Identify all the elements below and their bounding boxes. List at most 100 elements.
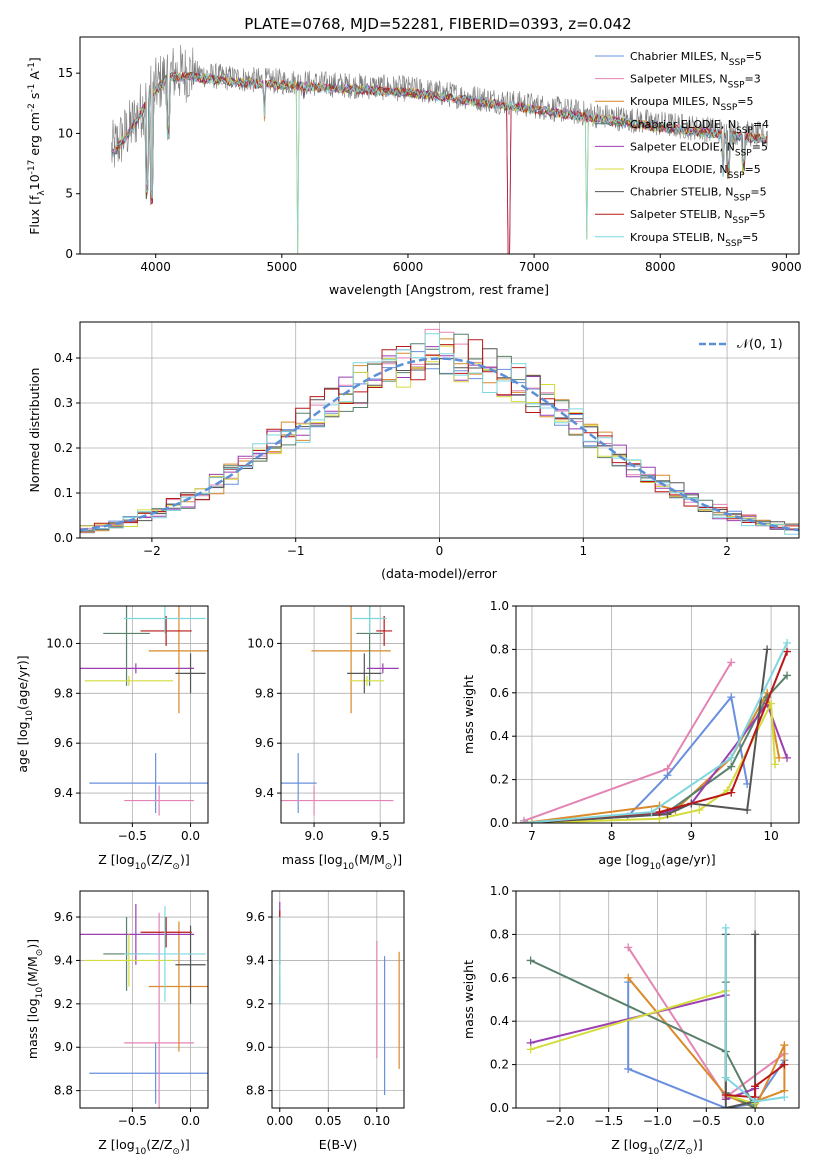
x-tick-label: −2.0 — [545, 1114, 574, 1128]
model-spectrum-line — [111, 72, 768, 204]
legend-entry-part: SSP — [725, 239, 742, 249]
y-axis-label-part: 10 — [27, 174, 42, 190]
x-tick-label: 0.00 — [266, 1114, 293, 1128]
x-tick-label: 6000 — [393, 260, 424, 274]
x-axis-label: age [log10(age/yr)] — [598, 852, 715, 872]
legend-entry-part: Chabrier STELIB, N — [630, 186, 734, 199]
weight-point-marker — [695, 805, 704, 814]
x-axis-label-part: (Z/Z — [146, 1137, 172, 1152]
legend-entry-part: Chabrier MILES, N — [630, 50, 729, 63]
axes-frame — [79, 36, 800, 255]
y-tick-label: 10.0 — [247, 636, 274, 650]
x-axis-label-part: (age/yr)] — [661, 852, 716, 867]
model-spectrum-line — [111, 71, 768, 202]
legend-entry-part: Salpeter ELODIE, N — [630, 140, 735, 153]
plot-area — [272, 891, 404, 1108]
x-axis-label: wavelength [Angstrom, rest frame] — [329, 282, 549, 297]
x-axis-label-part: (Z/Z — [146, 852, 172, 867]
y-tick-label: 8.8 — [54, 1084, 73, 1098]
weight-point-marker — [721, 1090, 730, 1099]
x-tick-label: 8 — [608, 829, 616, 843]
legend-entry-part: SSP — [735, 148, 752, 158]
y-tick-label: 9.0 — [54, 1040, 73, 1054]
y-tick-label: 9.6 — [54, 910, 73, 924]
y-tick-label: 9.2 — [54, 997, 73, 1011]
y-tick-label: 1.0 — [490, 884, 509, 898]
x-axis-label: (data-model)/error — [381, 566, 498, 581]
y-tick-label: 15 — [58, 66, 73, 80]
model-spectrum-line — [111, 71, 768, 254]
weight-point-marker — [624, 973, 633, 982]
x-tick-label: −1 — [287, 544, 305, 558]
x-tick-label: 9 — [688, 829, 696, 843]
y-tick-label: 0.0 — [490, 1101, 509, 1115]
legend-entry-part: Kroupa MILES, N — [630, 95, 720, 108]
y-axis-label: age [log10(age/yr)] — [15, 655, 35, 772]
legend-entry-part: Kroupa STELIB, N — [630, 231, 725, 244]
y-tick-label: 0.6 — [490, 971, 509, 985]
y-axis-label-part: s — [27, 93, 42, 104]
y-axis-label: mass weight — [461, 960, 476, 1039]
y-tick-label: 8.8 — [246, 1084, 265, 1098]
weight-point-marker — [647, 808, 656, 817]
y-axis-label: mass weight — [461, 675, 476, 754]
weight-point-marker — [527, 819, 536, 823]
y-axis-label-part: (age/yr)] — [15, 655, 30, 710]
x-axis-label-part: mass [log — [282, 852, 343, 867]
y-axis-label-part: λ — [37, 190, 47, 196]
x-axis-label-part: )] — [180, 852, 190, 867]
legend-entry-part: SSP — [736, 126, 753, 136]
weight-point-marker — [775, 753, 784, 762]
legend-entry: Salpeter STELIB, NSSP=5 — [630, 208, 766, 226]
x-axis-label-part: ⊙ — [172, 1147, 180, 1157]
weight-point-marker — [721, 1073, 730, 1082]
legend-entry-part: =5 — [752, 140, 768, 153]
y-tick-label: 0.2 — [490, 773, 509, 787]
x-axis-label-part: )] — [693, 1137, 703, 1152]
weight-point-marker — [655, 808, 664, 817]
legend-entry-part: Salpeter MILES, N — [630, 73, 728, 86]
legend-entry: Chabrier ELODIE, NSSP=4 — [630, 118, 769, 136]
x-tick-label: 9.0 — [305, 829, 324, 843]
figure-title: PLATE=0768, MJD=52281, FIBERID=0393, z=0… — [244, 15, 631, 33]
y-axis-label-part: 10 — [25, 710, 35, 722]
x-axis-label-part: Z [log — [98, 1137, 134, 1152]
x-axis-label-part: 10 — [135, 1147, 147, 1157]
y-axis-label-part: mass [log — [25, 998, 40, 1059]
y-axis-label: mass [log10(M/M⊙)] — [25, 939, 45, 1059]
x-axis-label-part: 10 — [648, 1147, 660, 1157]
weight-point-marker — [519, 819, 528, 823]
x-axis-label-part: 10 — [135, 862, 147, 872]
weight-point-marker — [727, 753, 736, 762]
axes-frame — [515, 605, 800, 824]
x-tick-label: 8000 — [645, 260, 676, 274]
y-tick-label: 0.4 — [54, 351, 73, 365]
y-tick-label: 9.4 — [54, 953, 73, 967]
x-axis-label: Z [log10(Z/Z⊙)] — [98, 1137, 189, 1157]
x-axis-label-part: age [log — [598, 852, 649, 867]
y-axis-label-part: -1 — [27, 84, 37, 93]
legend-entry: Salpeter MILES, NSSP=3 — [630, 73, 761, 91]
legend-entry-part: SSP — [729, 58, 746, 68]
x-tick-label: 0.0 — [181, 829, 200, 843]
weight-point-marker — [721, 923, 730, 932]
axes-frame — [271, 890, 405, 1109]
weight-point-marker — [526, 956, 535, 965]
model-spectrum-line — [111, 72, 768, 254]
legend-entry: Kroupa ELODIE, NSSP=5 — [630, 163, 761, 181]
x-axis-label-part: Z [log — [98, 852, 134, 867]
y-tick-label: 9.8 — [255, 686, 274, 700]
chart-weight_vs_Z: −2.0 −1.5 −1.0 −0.5 0.0 0.0 0.2 0.4 0.6 0.8 1.0 mas… — [461, 884, 800, 1157]
axes-frame — [79, 890, 209, 1109]
weight-point-marker — [727, 658, 736, 667]
weight-point-marker — [780, 1093, 789, 1102]
weight-series-line — [725, 1063, 785, 1099]
weight-series-line — [724, 927, 785, 1103]
y-axis-label-part: -17 — [27, 160, 37, 175]
x-axis-label: mass [log10(M/M⊙)] — [282, 852, 402, 872]
x-axis-label-part: ⊙ — [172, 862, 180, 872]
legend-entry: Kroupa STELIB, NSSP=5 — [630, 231, 758, 249]
x-axis-label-part: ⊙ — [685, 1147, 693, 1157]
legend-entry: Chabrier MILES, NSSP=5 — [630, 50, 762, 68]
observed-spectrum-line — [111, 44, 768, 194]
